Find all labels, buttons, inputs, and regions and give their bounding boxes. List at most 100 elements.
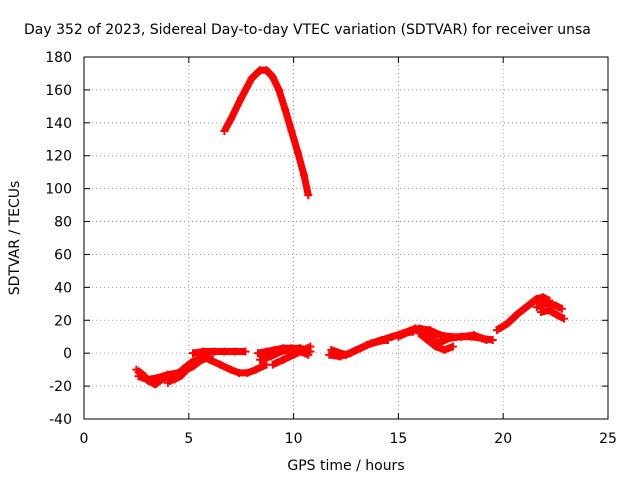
data-point xyxy=(287,344,296,353)
data-point xyxy=(270,345,279,354)
data-point xyxy=(304,191,313,200)
data-point xyxy=(253,349,262,358)
series-arc-high xyxy=(221,66,312,196)
data-point xyxy=(448,342,457,351)
data-point xyxy=(226,115,235,124)
data-point xyxy=(243,368,252,377)
data-point xyxy=(256,355,265,364)
data-point xyxy=(247,74,256,83)
y-tick-label: 100 xyxy=(45,182,72,198)
data-point xyxy=(281,105,290,114)
data-point xyxy=(536,308,545,317)
data-point xyxy=(241,347,250,356)
data-point xyxy=(352,345,361,354)
data-point xyxy=(532,303,541,312)
data-point xyxy=(134,372,143,381)
data-point xyxy=(469,331,478,340)
data-point xyxy=(151,380,160,389)
data-point xyxy=(220,127,229,136)
grid-layer xyxy=(84,57,608,419)
data-point xyxy=(188,357,197,366)
data-point xyxy=(230,347,239,356)
data-point xyxy=(251,365,260,374)
x-tick-label: 15 xyxy=(389,431,407,447)
data-point xyxy=(551,301,560,310)
x-tick-label: 25 xyxy=(599,431,617,447)
data-point xyxy=(289,350,298,359)
x-tick-label: 10 xyxy=(285,431,303,447)
data-point xyxy=(153,373,162,382)
y-tick-label: 20 xyxy=(54,313,72,329)
y-tick-label: 80 xyxy=(54,215,72,231)
data-point xyxy=(327,345,336,354)
y-tick-label: 0 xyxy=(63,346,72,362)
x-tick-label: 0 xyxy=(80,431,89,447)
data-point xyxy=(524,301,533,310)
data-point xyxy=(262,66,271,75)
y-tick-label: 180 xyxy=(45,50,72,66)
data-point xyxy=(436,331,445,340)
data-point xyxy=(287,127,296,136)
data-point xyxy=(172,372,181,381)
chart-title: Day 352 of 2023, Sidereal Day-to-day VTE… xyxy=(24,22,591,38)
data-point xyxy=(237,94,246,103)
data-point xyxy=(415,329,424,338)
y-tick-label: 120 xyxy=(45,149,72,165)
data-point xyxy=(209,347,218,356)
data-point xyxy=(163,378,172,387)
data-point xyxy=(432,342,441,351)
data-point xyxy=(188,349,197,358)
data-point xyxy=(268,360,277,369)
data-point xyxy=(325,350,334,359)
y-tick-label: -40 xyxy=(49,412,72,428)
x-tick-label: 5 xyxy=(184,431,193,447)
data-point xyxy=(279,355,288,364)
data-point xyxy=(180,363,189,372)
data-point xyxy=(553,311,562,320)
data-point xyxy=(262,347,271,356)
data-point xyxy=(373,337,382,346)
data-point xyxy=(545,306,554,315)
data-point xyxy=(482,336,491,345)
data-point xyxy=(362,340,371,349)
data-point xyxy=(394,332,403,341)
data-point xyxy=(220,347,229,356)
data-point xyxy=(235,368,244,377)
data-point xyxy=(274,85,283,94)
data-point xyxy=(216,360,225,369)
data-point xyxy=(503,319,512,328)
x-axis-title: GPS time / hours xyxy=(287,458,404,474)
data-point xyxy=(383,336,392,345)
data-point xyxy=(457,332,466,341)
data-point xyxy=(411,324,420,333)
data-point xyxy=(142,375,151,384)
data-point xyxy=(513,309,522,318)
data-point xyxy=(342,350,350,359)
data-point xyxy=(444,334,453,343)
y-tick-label: -20 xyxy=(49,379,72,395)
data-point xyxy=(163,370,172,379)
tick-layer: 0 5 10 15 20 25 -40 -20 0 20 40 60 80 100 120 140 160 180 xyxy=(45,50,617,447)
y-tick-label: 60 xyxy=(54,247,72,263)
data-point xyxy=(268,72,277,81)
series-layer xyxy=(132,66,568,389)
plot-frame xyxy=(83,56,609,420)
data-point xyxy=(195,350,204,359)
data-point xyxy=(532,294,541,303)
y-tick-label: 160 xyxy=(45,83,72,99)
data-point xyxy=(279,344,288,353)
y-axis-title: SDTVAR / TECUs xyxy=(7,181,23,296)
x-tick-label: 20 xyxy=(494,431,512,447)
data-point xyxy=(559,314,568,323)
data-point xyxy=(423,336,432,345)
y-tick-label: 140 xyxy=(45,116,72,132)
data-point xyxy=(300,171,309,180)
series-arc-d3 xyxy=(540,306,566,322)
data-point xyxy=(226,365,235,374)
data-point xyxy=(132,365,141,374)
data-point xyxy=(398,329,407,338)
data-point xyxy=(306,347,315,356)
data-point xyxy=(557,304,566,313)
